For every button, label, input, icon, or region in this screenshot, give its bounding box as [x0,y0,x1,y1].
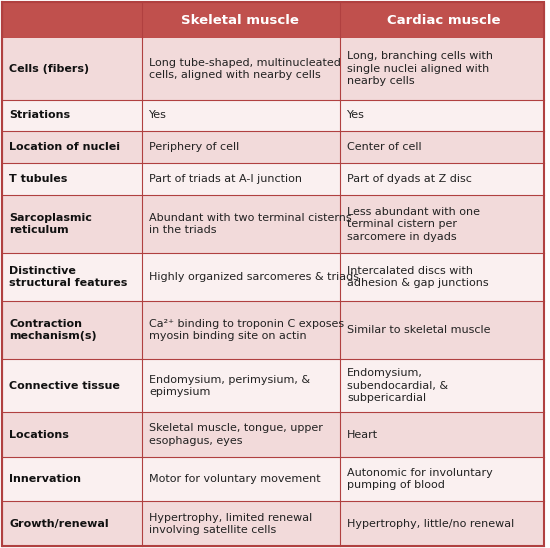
Bar [2,413,544,457]
Text: Contraction
mechanism(s): Contraction mechanism(s) [9,319,97,341]
Bar [2,457,544,501]
Text: Intercalated discs with
adhesion & gap junctions: Intercalated discs with adhesion & gap j… [347,266,488,288]
Text: Similar to skeletal muscle: Similar to skeletal muscle [347,325,491,335]
Text: Location of nuclei: Location of nuclei [9,142,120,152]
Text: Abundant with two terminal cisterns
in the triads: Abundant with two terminal cisterns in t… [149,213,351,235]
Text: T tubules: T tubules [9,174,67,184]
Text: Long tube-shaped, multinucleated
cells, aligned with nearby cells: Long tube-shaped, multinucleated cells, … [149,58,341,80]
Text: Ca²⁺ binding to troponin C exposes
myosin binding site on actin: Ca²⁺ binding to troponin C exposes myosi… [149,319,344,341]
Text: Yes: Yes [347,110,365,121]
Bar [2,359,544,413]
Text: Endomysium, perimysium, &
epimysium: Endomysium, perimysium, & epimysium [149,375,310,397]
Text: Hypertrophy, little/no renewal: Hypertrophy, little/no renewal [347,519,514,529]
Text: Long, branching cells with
single nuclei aligned with
nearby cells: Long, branching cells with single nuclei… [347,52,493,86]
Text: Locations: Locations [9,430,69,439]
Bar [2,501,544,546]
Bar [2,100,544,132]
Bar [2,163,544,195]
Text: Striations: Striations [9,110,70,121]
Bar [2,195,544,253]
Text: Innervation: Innervation [9,474,81,484]
Text: Endomysium,
subendocardial, &
subpericardial: Endomysium, subendocardial, & subpericar… [347,368,448,403]
Bar [2,38,544,100]
Text: Part of dyads at Z disc: Part of dyads at Z disc [347,174,472,184]
Text: Sarcoplasmic
reticulum: Sarcoplasmic reticulum [9,213,92,235]
Text: Hypertrophy, limited renewal
involving satellite cells: Hypertrophy, limited renewal involving s… [149,512,312,535]
Text: Less abundant with one
terminal cistern per
sarcomere in dyads: Less abundant with one terminal cistern … [347,207,480,242]
Text: Skeletal muscle: Skeletal muscle [181,14,299,26]
Bar [2,2,544,38]
Text: Distinctive
structural features: Distinctive structural features [9,266,128,288]
Text: Motor for voluntary movement: Motor for voluntary movement [149,474,321,484]
Text: Cells (fibers): Cells (fibers) [9,64,89,74]
Text: Center of cell: Center of cell [347,142,422,152]
Text: Cardiac muscle: Cardiac muscle [387,14,500,26]
Bar [2,132,544,163]
Text: Heart: Heart [347,430,378,439]
Bar [2,301,544,359]
Text: Yes: Yes [149,110,167,121]
Text: Autonomic for involuntary
pumping of blood: Autonomic for involuntary pumping of blo… [347,468,493,490]
Text: Highly organized sarcomeres & triads: Highly organized sarcomeres & triads [149,272,359,282]
Text: Growth/renewal: Growth/renewal [9,519,109,529]
Text: Skeletal muscle, tongue, upper
esophagus, eyes: Skeletal muscle, tongue, upper esophagus… [149,424,323,446]
Bar [2,253,544,301]
Text: Part of triads at A-I junction: Part of triads at A-I junction [149,174,302,184]
Text: Connective tissue: Connective tissue [9,381,120,391]
Text: Periphery of cell: Periphery of cell [149,142,239,152]
